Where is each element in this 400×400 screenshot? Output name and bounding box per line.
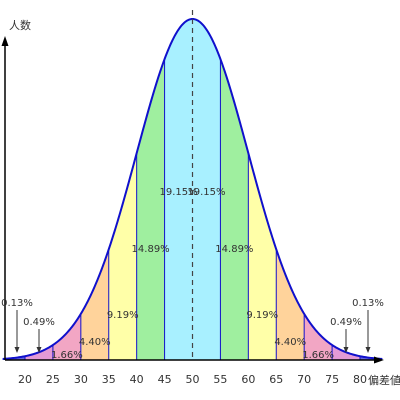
- tail-percent-label: 0.13%: [352, 298, 384, 309]
- x-tick-label: 65: [269, 373, 283, 386]
- x-tick-label: 25: [46, 373, 60, 386]
- x-tick-label: 20: [18, 373, 32, 386]
- x-tick-label: 55: [213, 373, 227, 386]
- x-tick-label: 30: [74, 373, 88, 386]
- y-axis-arrow: [1, 36, 9, 46]
- x-axis-arrow: [374, 356, 384, 364]
- band-3: [80, 249, 109, 360]
- percent-label-layer: 1.66% 4.40% 9.19% 14.89% 19.15%19.15% 14.89% 9…: [51, 187, 334, 361]
- band-8: [220, 59, 249, 360]
- x-axis-label: 偏差値: [368, 373, 400, 387]
- divider-layer: [24, 59, 361, 360]
- x-tick-label: 50: [186, 373, 200, 386]
- callout-arrow: [365, 347, 371, 353]
- x-tick-label: 40: [130, 373, 144, 386]
- callout-arrow: [14, 347, 20, 353]
- band-percent-label: 1.66%: [51, 350, 83, 361]
- band-percent-label: 1.66%: [302, 350, 334, 361]
- band-6: [164, 19, 193, 360]
- callout-arrow: [36, 347, 42, 353]
- band-7: [192, 19, 221, 360]
- callout-layer: 0.13% 0.49% 0.49% 0.13%: [1, 298, 384, 353]
- tail-percent-label: 0.49%: [23, 317, 55, 328]
- band-4: [108, 153, 137, 360]
- x-tick-label: 75: [325, 373, 339, 386]
- x-tick-label: 70: [297, 373, 311, 386]
- tail-percent-label: 0.13%: [1, 298, 33, 309]
- y-axis-label: 人数: [9, 19, 31, 32]
- band-percent-label: 9.19%: [107, 310, 139, 321]
- band-percent-label: 4.40%: [274, 337, 306, 348]
- x-tick-label: 35: [102, 373, 116, 386]
- x-tick-label: 80: [353, 373, 367, 386]
- band-percent-label: 4.40%: [79, 337, 111, 348]
- tail-percent-label: 0.49%: [330, 317, 362, 328]
- band-10: [276, 249, 305, 360]
- band-percent-label: 19.15%: [187, 187, 225, 198]
- tick-label-layer: 20 25 30 35 40 45 50 55 60 65 70 75 80: [18, 373, 367, 386]
- band-9: [248, 153, 277, 360]
- band-percent-label: 14.89%: [215, 244, 253, 255]
- callout-arrow: [343, 347, 349, 353]
- band-percent-label: 9.19%: [246, 310, 278, 321]
- band-percent-label: 14.89%: [132, 244, 170, 255]
- band-layer: [2, 19, 383, 360]
- x-tick-label: 45: [158, 373, 172, 386]
- band-percent-label: 19.15%: [159, 187, 197, 198]
- band-5: [136, 59, 165, 360]
- x-tick-label: 60: [241, 373, 255, 386]
